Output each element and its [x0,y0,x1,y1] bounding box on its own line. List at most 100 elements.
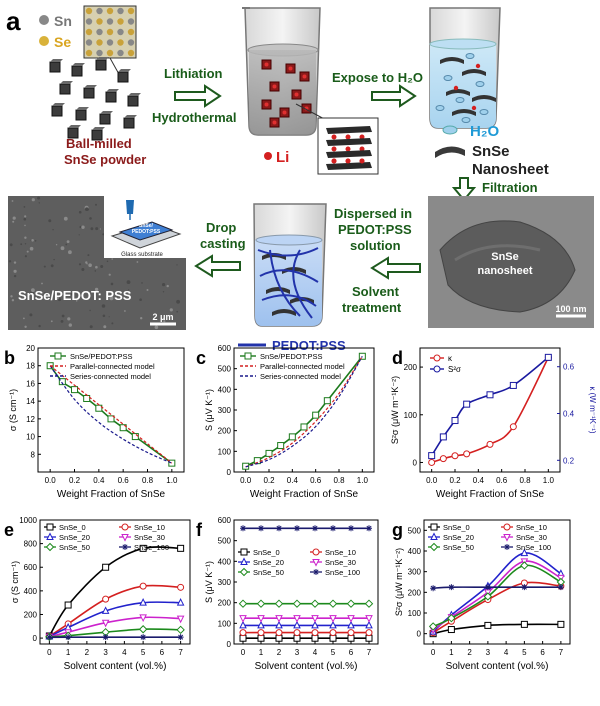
series-f-5 [240,525,372,532]
sem-grain [78,210,82,214]
crystal-atom [96,49,103,57]
li-ion [345,158,351,164]
data-point [83,394,91,402]
arrow-filtration-icon [451,177,477,202]
series-c-1 [245,355,363,468]
film-box-label-2: PEDOT:PSS [132,229,161,235]
data-point [239,615,247,623]
sem-grain [176,299,181,304]
sem-grain [94,270,97,272]
plot-frame [39,519,191,645]
x-axis-label: Weight Fraction of SnSe [57,489,166,500]
data-point [520,620,528,628]
crystal-structure-icon [83,5,137,77]
li-dot [264,62,269,67]
y-tick-label: 0 [417,630,422,639]
x-axis-label: Weight Fraction of SnSe [436,489,545,500]
solvent-treatment-label-2: treatment [342,300,402,315]
data-point [347,620,355,629]
sem-grain [24,236,27,239]
data-point [257,620,265,629]
data-point [177,634,184,641]
x-tick-label: 0.6 [118,476,130,485]
series-b-2 [49,365,173,464]
sem-grain [108,316,110,318]
series-c-2 [245,355,363,468]
pedot-chain [292,249,313,319]
x-tick-label: 2 [467,648,472,657]
sem-grain [111,258,113,260]
data-point [428,452,436,460]
x-tick-label: 0.6 [496,476,508,485]
data-point [451,417,459,425]
legend-marker [312,548,320,556]
sem-grain [48,219,52,223]
powder-cube [83,87,95,99]
data-point [71,386,78,394]
data-point [463,400,471,408]
data-point [239,629,247,637]
legend-label: S²σ [448,365,461,374]
data-point [439,455,447,463]
powder-cube-top [68,125,81,128]
y-tick-label: 100 [404,411,418,420]
legend-label: Parallel-connected model [260,362,345,371]
data-point [557,620,565,628]
sem-grain [31,288,35,293]
chart-panel-e: e 0 1 2 3 4 5 6 7 0 200 400 600 800 1000 Solvent conten… [4,516,191,672]
legend-label: SnSe_0 [443,523,470,532]
sem-grain [11,299,15,302]
series-f-4 [238,599,374,608]
li-dot [272,84,277,89]
x-tick-label: 5 [141,648,146,657]
legend-marker [503,523,511,531]
panel-letter-g: g [392,520,403,540]
li-label: Li [276,149,289,166]
h2o-bubble [475,81,485,87]
legend-label: Series-connected model [70,372,151,381]
sem-grain [90,227,94,231]
data-point [256,599,266,608]
x-tick-label: 6 [540,648,545,657]
sem-grain [60,320,64,323]
nanosheet-shape [290,297,314,304]
h2o-bubble [455,97,465,103]
data-point [177,583,185,591]
x-tick-label: 1.0 [357,476,369,485]
legend-marker [239,567,249,577]
data-point [275,629,283,637]
data-point [265,449,273,457]
data-point [451,452,459,460]
powder-cube-top [128,93,141,96]
legend-marker [429,542,439,552]
data-point [294,525,300,532]
li-ion [359,158,365,164]
panel-letter-e: e [4,520,14,540]
data-point [107,415,115,423]
legend-marker [504,544,510,550]
sem-grain [23,217,27,221]
li-ion [331,134,337,140]
h2o-bubble [465,53,475,59]
data-point [330,525,336,532]
sem-grain [94,287,99,292]
legend-marker [121,523,129,531]
sem-grain [89,217,92,220]
legend-marker [433,354,441,362]
sem-grain [26,250,29,253]
y-tick-label: 100 [408,609,422,618]
series-line [49,365,173,464]
sem-grain [24,325,27,328]
crystal-atom [127,28,135,36]
sem-grain [38,324,41,328]
se-label: Se [54,34,71,50]
legend-label: SnSe_10 [325,548,356,557]
y-tick-label: 100 [218,619,232,628]
dispersed-label-3: solution [350,238,401,253]
sem-grain [11,200,14,202]
powder-cube [49,61,61,73]
powder-cube-top [72,63,85,66]
x-tick-label: 3 [295,648,300,657]
